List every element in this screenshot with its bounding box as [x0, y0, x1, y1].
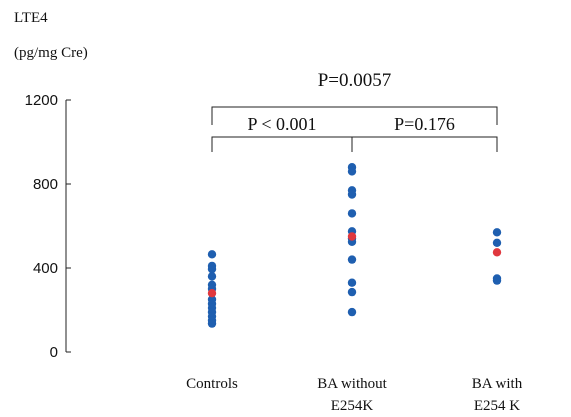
data-point — [347, 307, 357, 317]
y-axis-title-line1: LTE4 — [14, 10, 48, 26]
data-point — [347, 255, 357, 264]
data-point — [347, 232, 357, 241]
data-point — [207, 250, 217, 259]
x-category-label-line2: E254K — [331, 398, 374, 414]
data-point — [492, 248, 502, 257]
p-value-label: P=0.176 — [394, 114, 455, 134]
data-point — [347, 287, 357, 297]
data-point — [347, 209, 357, 218]
data-point — [492, 228, 502, 237]
p-value-label: P < 0.001 — [248, 114, 317, 134]
significance-bracket — [211, 136, 353, 152]
x-category-label: BA without — [317, 376, 387, 392]
data-point — [207, 272, 217, 281]
data-point — [207, 319, 217, 328]
significance-bracket — [351, 136, 498, 152]
data-point — [347, 190, 357, 199]
y-tick-label: 0 — [50, 344, 58, 361]
data-point — [492, 238, 502, 247]
significance-brackets: P=0.0057 P < 0.001 P=0.176 — [211, 70, 498, 152]
significance-bracket — [211, 106, 498, 125]
y-tick-label: 800 — [33, 176, 58, 193]
data-points — [207, 163, 502, 328]
data-point — [492, 276, 502, 285]
y-tick-label: 400 — [33, 260, 58, 277]
x-category-label-line2: E254 K — [474, 398, 520, 414]
data-point — [207, 289, 217, 298]
data-point — [347, 167, 357, 176]
x-category-labels: Controls BA without E254K BA with E254 K — [186, 376, 523, 414]
y-ticks: 0 400 800 1200 — [25, 92, 71, 361]
y-tick-label: 1200 — [25, 92, 58, 109]
x-category-label: Controls — [186, 376, 238, 392]
y-axis-title-line2: (pg/mg Cre) — [14, 45, 88, 61]
p-value-label: P=0.0057 — [318, 70, 392, 91]
x-category-label: BA with — [472, 376, 523, 392]
data-point — [207, 264, 217, 274]
data-point — [347, 278, 357, 287]
